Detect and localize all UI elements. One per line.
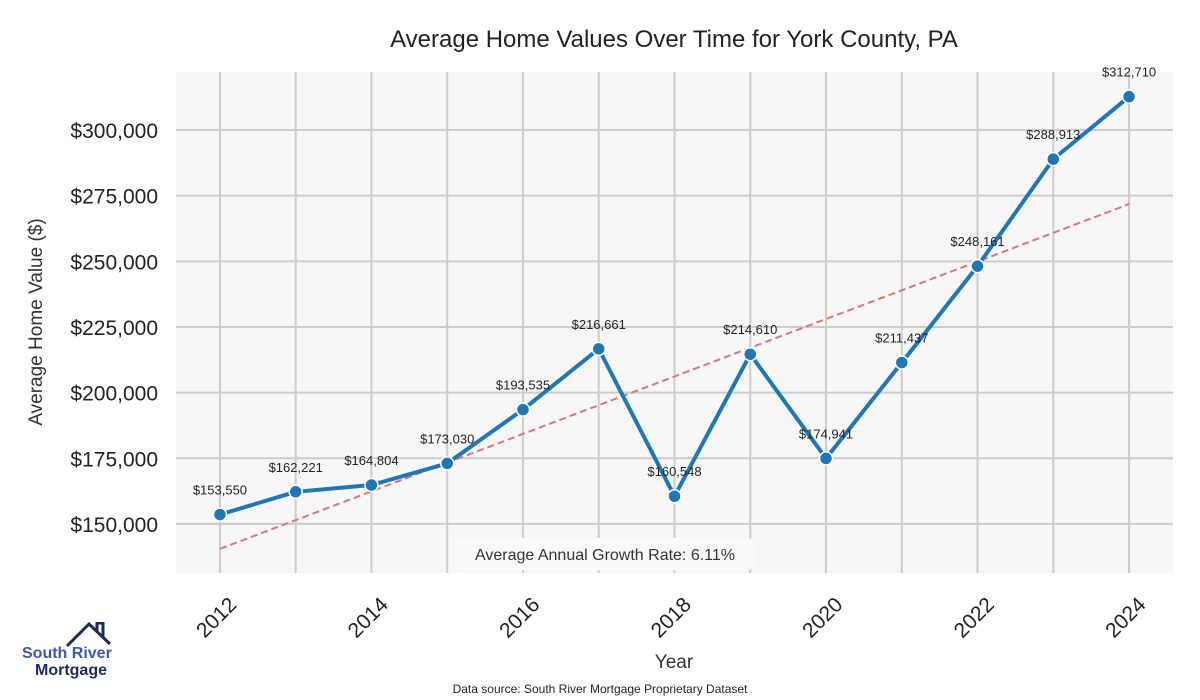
y-tick-label: $300,000 (70, 120, 158, 143)
data-point (591, 341, 606, 357)
data-point (364, 477, 379, 493)
x-tick-label: 2016 (495, 593, 544, 642)
y-tick-label: $150,000 (70, 514, 158, 537)
y-tick-label: $225,000 (70, 317, 158, 340)
y-axis-label: Average Home Value ($) (26, 218, 47, 425)
x-tick-label: 2012 (192, 593, 241, 642)
data-point (894, 355, 910, 370)
x-tick-label: 2024 (1101, 593, 1151, 643)
data-point (818, 451, 834, 466)
growth-rate-annotation: Average Annual Growth Rate: 6.11% (475, 547, 735, 564)
data-point (667, 488, 682, 504)
data-point (1121, 89, 1137, 104)
y-tick-label: $200,000 (70, 383, 158, 406)
x-axis-label: Year (655, 652, 694, 673)
data-point (743, 346, 758, 362)
data-point (970, 258, 985, 274)
data-label: $174,941 (799, 426, 853, 441)
data-label: $216,661 (572, 317, 626, 332)
south-river-mortgage-logo: South River Mortgage (22, 622, 117, 682)
logo-line1: South River (22, 645, 112, 662)
data-label: $288,913 (1026, 127, 1080, 142)
chart-title: Average Home Values Over Time for York C… (390, 26, 958, 53)
y-tick-label: $175,000 (70, 448, 158, 471)
y-tick-label: $250,000 (70, 251, 158, 274)
data-point (439, 456, 455, 471)
data-label: $153,550 (193, 483, 247, 498)
data-label: $248,161 (950, 234, 1004, 249)
data-label: $312,710 (1102, 65, 1156, 80)
x-tick-label: 2014 (344, 593, 394, 643)
data-label: $193,535 (496, 378, 550, 393)
house-roof-icon (65, 622, 112, 648)
data-point (1046, 151, 1061, 167)
data-label: $214,610 (723, 322, 777, 337)
data-label: $162,221 (269, 460, 323, 475)
data-label: $164,804 (344, 453, 398, 468)
y-tick-label: $275,000 (70, 186, 158, 209)
trend-line (219, 203, 1130, 550)
x-tick-label: 2020 (798, 593, 847, 642)
annotation-box (455, 538, 755, 570)
x-tick-label: 2018 (647, 593, 696, 642)
data-point (288, 484, 303, 500)
data-point (515, 402, 531, 417)
logo-line2: Mortgage (35, 662, 107, 679)
data-label: $160,548 (647, 464, 701, 479)
data-label: $173,030 (420, 431, 474, 446)
data-point (212, 507, 228, 522)
x-tick-label: 2022 (950, 593, 999, 642)
data-label: $211,437 (875, 331, 928, 346)
data-source-footer: Data source: South River Mortgage Propri… (453, 682, 748, 696)
